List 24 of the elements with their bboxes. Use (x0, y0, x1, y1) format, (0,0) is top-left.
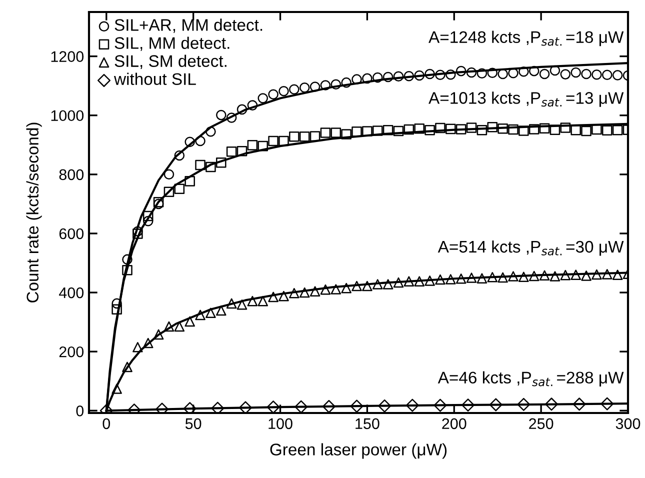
y-tick-label: 0 (76, 406, 84, 416)
x-tick-label: 300 (616, 418, 640, 430)
annotation: A=514 kcts ,P$_{sat.}$=30 μW (438, 240, 624, 256)
x-tick-label: 200 (442, 418, 466, 430)
y-tick-label: 400 (59, 287, 84, 298)
legend-label: SIL+AR, MM detect. (114, 18, 262, 33)
annotation: A=46 kcts ,P$_{sat.}$=288 μW (438, 371, 624, 387)
y-tick-label: 600 (59, 228, 84, 240)
x-tick-label: 100 (268, 418, 292, 430)
x-tick-label: 150 (356, 418, 380, 430)
x-axis-title: Green laser power (μW) (270, 443, 447, 459)
y-tick-label: 1200 (51, 51, 84, 62)
legend-label: without SIL (114, 72, 196, 86)
annotation: A=1248 kcts ,P$_{sat.}$=18 μW (428, 30, 624, 46)
y-axis-title: Count rate (kcts/second) (26, 122, 42, 302)
x-tick-label: 50 (185, 418, 202, 430)
y-tick-label: 200 (59, 346, 84, 358)
legend-label: SIL, MM detect. (114, 36, 230, 51)
x-tick-label: 0 (102, 418, 110, 430)
y-tick-label: 1000 (51, 110, 84, 122)
legend-label: SIL, SM detect. (114, 54, 226, 69)
annotation: A=1013 kcts ,P$_{sat.}$=13 μW (428, 92, 624, 107)
y-tick-label: 800 (59, 169, 84, 180)
x-tick-label: 250 (529, 418, 554, 430)
